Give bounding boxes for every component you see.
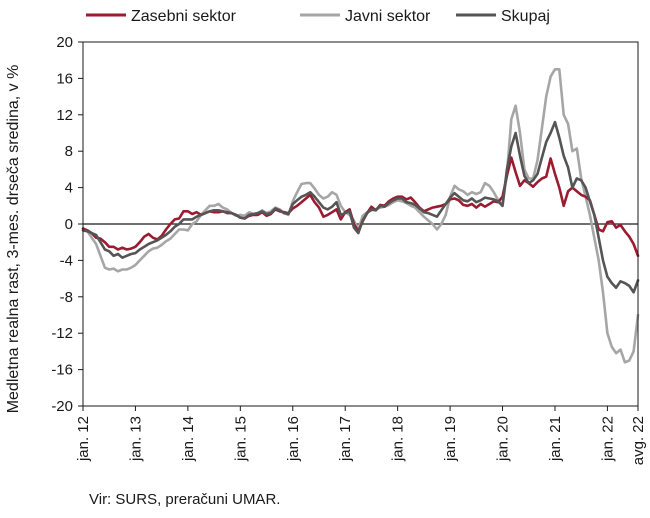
legend-label: Zasebni sektor — [131, 8, 237, 25]
x-tick-label: jan. 19 — [442, 416, 459, 462]
x-tick-label: avg. 22 — [630, 416, 647, 465]
series-line-skupaj — [81, 120, 640, 294]
y-tick-label: -4 — [60, 252, 73, 269]
legend-label: Javni sektor — [345, 8, 431, 25]
plot-frame — [82, 41, 639, 407]
x-tick-label: jan. 21 — [547, 416, 564, 462]
x-tick-label: jan. 17 — [337, 416, 354, 462]
y-tick-label: 8 — [65, 143, 73, 160]
x-tick-label: jan. 16 — [285, 416, 302, 462]
y-tick-label: -20 — [51, 398, 73, 415]
y-tick-label: -8 — [60, 289, 73, 306]
series-line-javni-sektor — [81, 68, 640, 364]
y-tick-label: 12 — [56, 107, 73, 124]
y-tick-label: 20 — [56, 34, 73, 51]
x-tick-label: jan. 22 — [599, 416, 616, 462]
y-axis-title: Medletna realna rast, 3-mes. drseča sred… — [5, 65, 22, 414]
y-axis: 20 16 12 8 4 0 -4 -8 -12 -16 -20 — [51, 34, 83, 415]
x-tick-label: jan. 14 — [180, 416, 197, 462]
source-note: Vir: SURS, preračuni UMAR. — [89, 491, 281, 508]
y-tick-label: 0 — [65, 216, 73, 233]
y-tick-label: 16 — [56, 70, 73, 87]
x-tick-label: jan. 12 — [75, 416, 92, 462]
x-tick-label: jan. 20 — [495, 416, 512, 462]
chart-series — [81, 68, 640, 364]
y-tick-label: 4 — [65, 180, 73, 197]
chart-legend: Zasebni sektor Javni sektor Skupaj — [86, 8, 550, 25]
x-tick-label: jan. 13 — [127, 416, 144, 462]
x-axis: jan. 12 jan. 13 jan. 14 jan. 15 jan. 16 jan. … — [75, 406, 647, 465]
legend-label: Skupaj — [501, 8, 550, 25]
y-tick-label: -12 — [51, 325, 73, 342]
x-tick-label: jan. 15 — [232, 416, 249, 462]
y-tick-label: -16 — [51, 362, 73, 379]
x-tick-label: jan. 18 — [390, 416, 407, 462]
